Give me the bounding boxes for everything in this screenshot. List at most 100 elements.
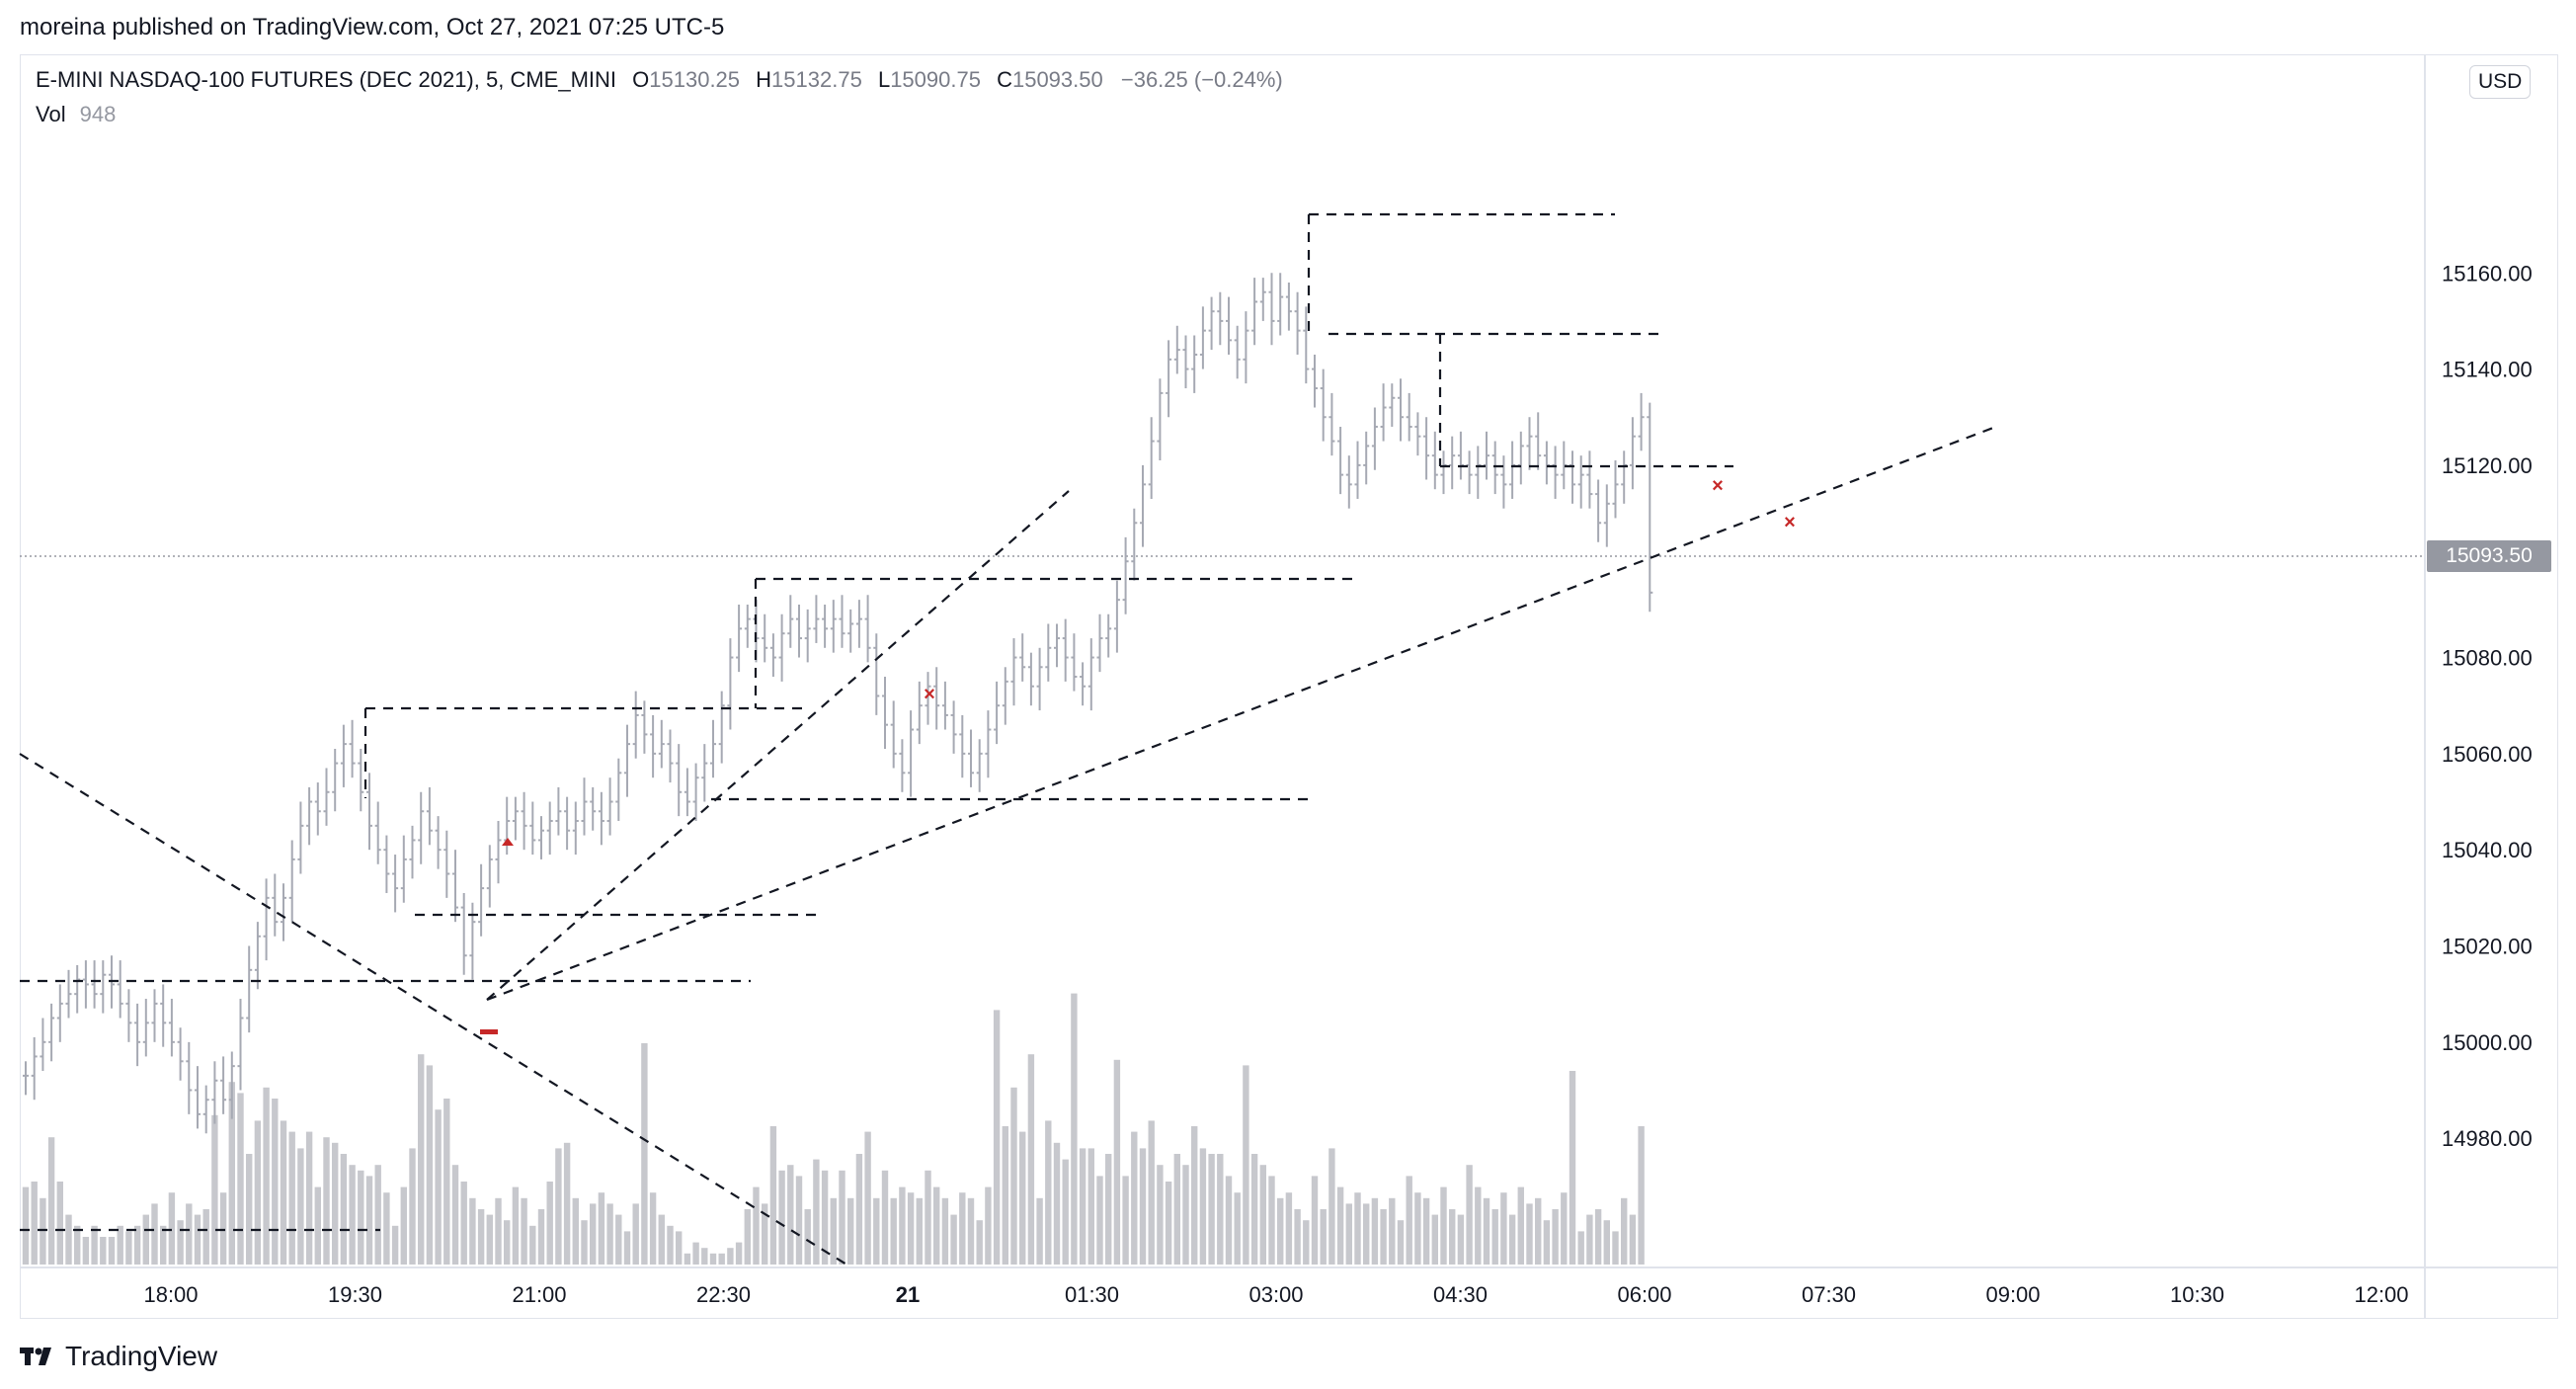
price-bar	[1113, 580, 1120, 653]
volume-bar	[1225, 1176, 1233, 1265]
currency-button[interactable]: USD	[2469, 65, 2532, 99]
price-bar	[1586, 450, 1593, 509]
volume-bar	[1406, 1176, 1412, 1265]
price-bar	[985, 710, 992, 778]
price-bar	[478, 863, 485, 937]
y-tick-label: 15160.00	[2442, 261, 2533, 286]
price-bar	[778, 613, 785, 682]
low-label: L	[877, 67, 891, 92]
volume-bar	[246, 1154, 253, 1265]
volume-bar	[340, 1154, 348, 1265]
price-bar	[941, 681, 948, 730]
volume-bar	[804, 1209, 811, 1265]
volume-bar	[108, 1237, 116, 1265]
volume-bar	[1027, 1054, 1035, 1265]
tradingview-brand[interactable]: TradingView	[20, 1341, 217, 1372]
volume-bar	[1440, 1186, 1447, 1265]
volume-bar	[941, 1197, 949, 1265]
volume-bar	[1294, 1209, 1301, 1265]
price-bar	[1303, 306, 1310, 384]
volume-bar	[1354, 1192, 1361, 1265]
volume-bar	[1363, 1203, 1370, 1265]
volume-bar	[1552, 1209, 1559, 1265]
price-bar	[521, 791, 527, 851]
price-bar	[787, 595, 794, 648]
volume-bar	[1053, 1142, 1061, 1265]
price-bar	[1517, 431, 1524, 485]
y-tick-label: 15080.00	[2442, 646, 2533, 671]
volume-bar	[374, 1165, 381, 1265]
volume-bar	[813, 1159, 820, 1265]
price-bar	[762, 613, 768, 663]
volume-bar	[727, 1248, 734, 1265]
volume-bar	[1603, 1220, 1610, 1265]
price-bar	[1561, 441, 1568, 490]
volume-bar	[676, 1231, 683, 1265]
price-bar	[546, 801, 553, 856]
y-tick-label: 15020.00	[2442, 935, 2533, 959]
price-bar	[864, 595, 871, 663]
volume-bar	[615, 1214, 622, 1265]
price-bar	[1466, 450, 1473, 495]
volume-bar	[606, 1203, 613, 1265]
volume-bar	[985, 1186, 992, 1265]
volume-bar	[1303, 1220, 1310, 1265]
volume-bar	[512, 1186, 520, 1265]
volume-bar	[1148, 1120, 1155, 1265]
volume-bar	[125, 1231, 132, 1265]
price-bar	[581, 777, 588, 836]
price-bar	[349, 719, 356, 778]
volume-bar	[1561, 1192, 1568, 1265]
price-bar	[202, 1085, 209, 1134]
price-bar	[1491, 441, 1498, 495]
volume-bar	[537, 1209, 545, 1265]
price-bar	[1277, 273, 1284, 336]
price-bar	[925, 672, 931, 725]
price-bar	[1191, 335, 1198, 393]
price-bar	[1543, 441, 1550, 485]
volume-bar	[1345, 1203, 1352, 1265]
price-bar	[504, 796, 511, 856]
volume-bars	[22, 993, 1645, 1265]
volume-bar	[332, 1142, 339, 1265]
price-bar	[1027, 652, 1034, 706]
price-bar	[1251, 278, 1258, 346]
price-bar	[1423, 417, 1430, 480]
price-bar	[1080, 662, 1087, 706]
price-bar	[813, 595, 820, 643]
price-bar	[134, 1003, 141, 1067]
price-bar	[1612, 460, 1619, 519]
y-tick-label: 15040.00	[2442, 838, 2533, 862]
low-value: 15090.75	[890, 67, 981, 92]
price-bar	[769, 633, 776, 677]
price-bar	[100, 960, 107, 1014]
volume-bar	[744, 1209, 751, 1265]
marker-dash	[480, 1029, 498, 1034]
legend-change: −36.25 (−0.24%)	[1120, 67, 1283, 92]
volume-bar	[1629, 1214, 1637, 1265]
volume-bar	[1010, 1087, 1017, 1265]
volume-bar	[1105, 1154, 1112, 1265]
high-value: 15132.75	[771, 67, 862, 92]
volume-bar	[1208, 1154, 1215, 1265]
volume-bar	[1062, 1159, 1069, 1265]
price-bar	[1371, 407, 1378, 470]
volume-bar	[976, 1220, 983, 1265]
x-tick-label: 06:00	[1617, 1282, 1671, 1307]
volume-bar	[151, 1203, 158, 1265]
volume-bar	[1191, 1126, 1198, 1265]
volume-bar	[314, 1186, 321, 1265]
price-bar	[572, 801, 579, 856]
volume-bar	[1449, 1209, 1456, 1265]
volume-bar	[272, 1099, 279, 1265]
volume-bar	[486, 1214, 493, 1265]
volume-bar	[563, 1142, 571, 1265]
volume-bar	[418, 1054, 425, 1265]
volume-bar	[701, 1248, 708, 1265]
price-bar	[1234, 325, 1241, 379]
volume-bar	[211, 1114, 218, 1265]
y-tick-label: 15000.00	[2442, 1030, 2533, 1055]
volume-bar	[1517, 1186, 1524, 1265]
open-value: 15130.25	[649, 67, 741, 92]
